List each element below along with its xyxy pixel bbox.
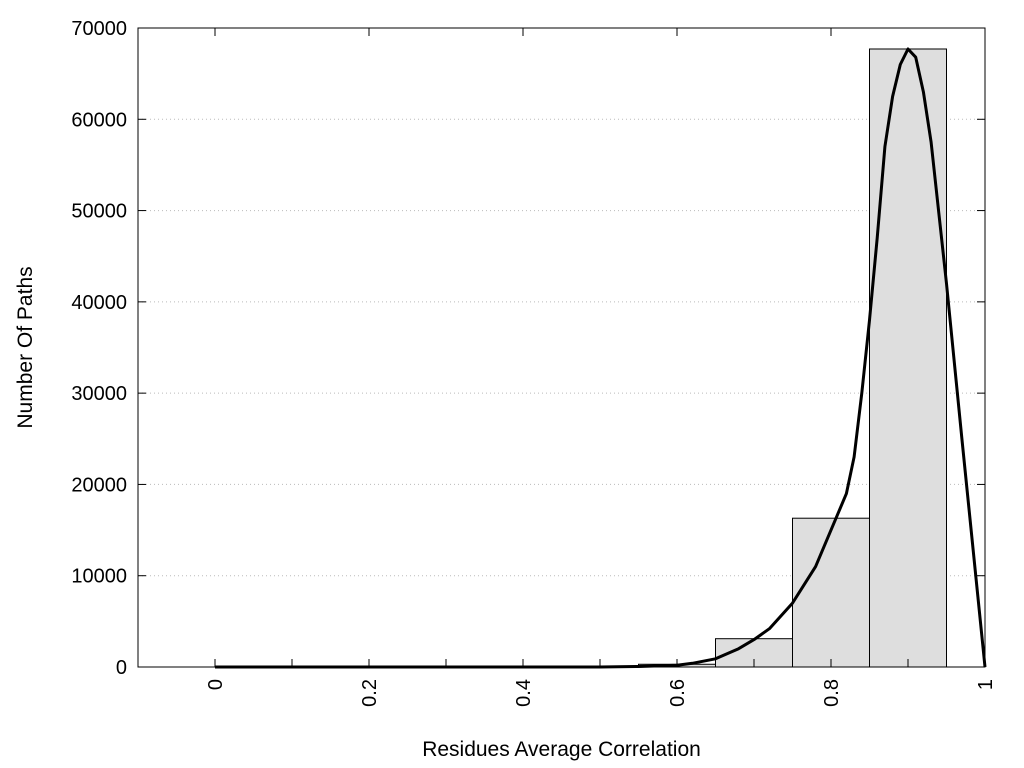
x-tick-label: 0.2 <box>359 679 381 707</box>
plot-frame <box>137 27 986 668</box>
y-axis-ticks: 0 10000 20000 30000 40000 50000 60000 70000 <box>71 18 985 679</box>
x-axis-label: Residues Average Correlation <box>422 738 701 761</box>
x-tick-label: 0.8 <box>821 679 843 707</box>
y-tick-label: 50000 <box>71 201 127 223</box>
grid-lines <box>138 118 985 577</box>
x-tick-label: 1 <box>975 679 997 690</box>
y-axis-label: Number Of Paths <box>14 266 37 428</box>
x-tick-label: 0 <box>205 679 227 690</box>
y-tick-label: 20000 <box>71 474 127 496</box>
histogram-bar <box>792 517 870 668</box>
y-tick-label: 70000 <box>71 18 127 40</box>
y-tick-label: 0 <box>116 657 127 679</box>
y-tick-label: 30000 <box>71 383 127 405</box>
x-axis-ticks: 0 0.2 0.4 0.6 0.8 1 <box>205 28 997 707</box>
histogram-bars <box>561 48 947 668</box>
x-tick-label: 0.4 <box>513 679 535 707</box>
y-tick-label: 60000 <box>71 109 127 131</box>
histogram-bar <box>869 48 947 668</box>
y-tick-label: 10000 <box>71 566 127 588</box>
y-tick-label: 40000 <box>71 292 127 314</box>
x-tick-label: 0.6 <box>667 679 689 707</box>
